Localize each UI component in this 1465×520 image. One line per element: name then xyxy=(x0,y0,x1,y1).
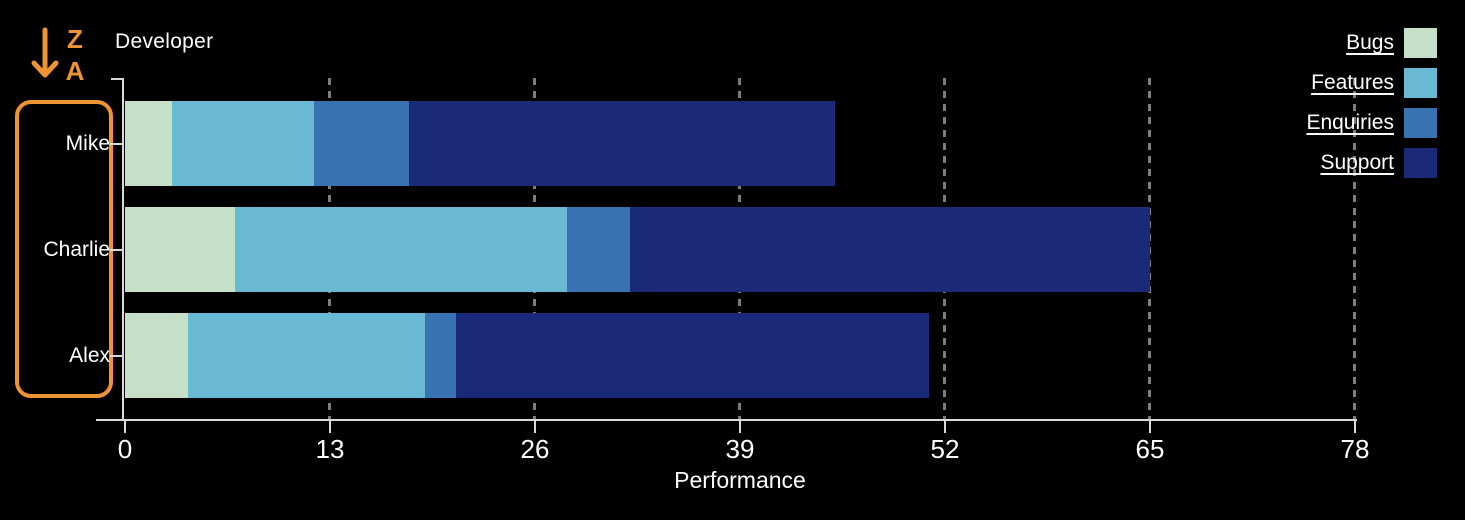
y-tick-alex xyxy=(110,354,124,357)
legend-swatch-bugs xyxy=(1404,28,1437,58)
x-tick-65 xyxy=(1148,420,1151,433)
x-tick-label-39: 39 xyxy=(725,434,755,464)
x-tick-label-52: 52 xyxy=(930,434,960,464)
y-axis-title[interactable]: Developer xyxy=(115,30,214,53)
sort-descending-control[interactable]: Z A xyxy=(30,22,92,84)
bar-row-mike xyxy=(125,101,835,186)
sort-letter-z: Z xyxy=(67,24,83,54)
bar-segment-mike-bugs[interactable] xyxy=(125,101,173,186)
x-tick-52 xyxy=(943,420,946,433)
y-tick-mike xyxy=(110,142,124,145)
x-tick-13 xyxy=(328,420,331,433)
bar-row-charlie xyxy=(125,207,1150,292)
bar-segment-mike-support[interactable] xyxy=(408,101,835,186)
y-axis-label-alex[interactable]: Alex xyxy=(69,343,110,367)
legend-label-support: Support xyxy=(1320,151,1394,174)
x-tick-label-0: 0 xyxy=(117,434,133,464)
bar-segment-charlie-enquiries[interactable] xyxy=(566,207,630,292)
y-tick-charlie xyxy=(110,248,124,251)
bar-segment-alex-bugs[interactable] xyxy=(125,313,189,398)
y-axis-top-tick xyxy=(111,78,124,80)
x-tick-26 xyxy=(533,420,536,433)
bar-segment-alex-features[interactable] xyxy=(188,313,425,398)
legend-item-support[interactable]: Support xyxy=(1320,148,1437,178)
gridline-x-65 xyxy=(1148,78,1152,420)
bar-segment-alex-enquiries[interactable] xyxy=(424,313,457,398)
legend-label-bugs: Bugs xyxy=(1346,31,1394,54)
bar-row-alex xyxy=(125,313,930,398)
legend-swatch-features xyxy=(1404,68,1437,98)
legend-swatch-enquiries xyxy=(1404,108,1437,138)
x-axis-title: Performance xyxy=(674,467,806,493)
bar-segment-mike-enquiries[interactable] xyxy=(314,101,409,186)
bar-segment-charlie-features[interactable] xyxy=(235,207,567,292)
legend-item-bugs[interactable]: Bugs xyxy=(1346,28,1437,58)
bar-segment-mike-features[interactable] xyxy=(172,101,315,186)
x-tick-label-65: 65 xyxy=(1135,434,1165,464)
legend-label-enquiries: Enquiries xyxy=(1306,111,1394,134)
legend-item-enquiries[interactable]: Enquiries xyxy=(1306,108,1437,138)
x-tick-0 xyxy=(124,420,126,433)
sort-letter-a: A xyxy=(66,56,85,84)
x-tick-label-78: 78 xyxy=(1340,434,1370,464)
x-axis-line xyxy=(96,419,1357,421)
bar-segment-alex-support[interactable] xyxy=(456,313,930,398)
legend: Bugs Features Enquiries Support xyxy=(1306,28,1437,178)
legend-swatch-support xyxy=(1404,148,1437,178)
x-tick-label-13: 13 xyxy=(315,434,345,464)
bar-segment-charlie-support[interactable] xyxy=(629,207,1150,292)
y-axis-label-mike[interactable]: Mike xyxy=(65,131,110,155)
arrow-down-icon xyxy=(31,27,59,78)
x-tick-78 xyxy=(1353,420,1356,433)
legend-item-features[interactable]: Features xyxy=(1311,68,1437,98)
x-tick-39 xyxy=(738,420,741,433)
x-tick-label-26: 26 xyxy=(520,434,550,464)
legend-label-features: Features xyxy=(1311,71,1394,94)
gridline-x-78 xyxy=(1353,78,1357,420)
bar-segment-charlie-bugs[interactable] xyxy=(125,207,236,292)
y-axis-label-charlie[interactable]: Charlie xyxy=(43,237,110,261)
